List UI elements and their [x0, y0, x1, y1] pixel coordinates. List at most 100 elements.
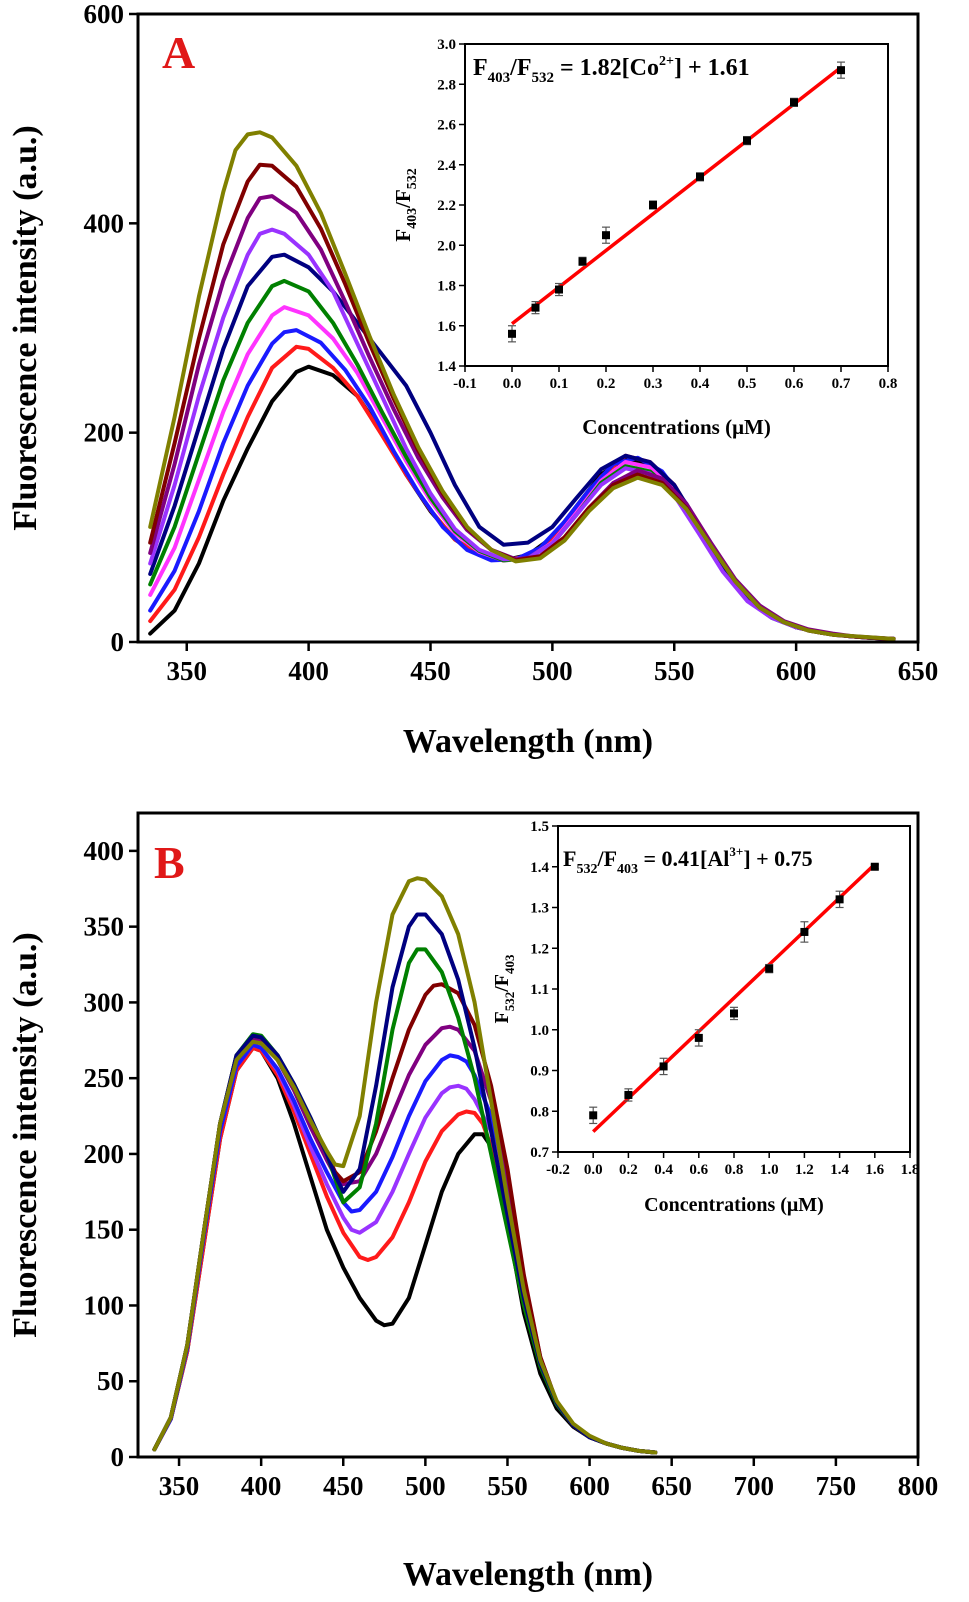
- panelB-x-tick-label: 450: [323, 1471, 364, 1501]
- panel-b-inset-x-axis-label: Concentrations (μM): [644, 1194, 824, 1216]
- panel-b-ticks: 350 400 450 500 550 600 650 700 750 800 0 50 100 150 2…: [84, 836, 939, 1501]
- insetB-x-tick-label: 0.4: [654, 1162, 673, 1178]
- panelA-x-tick-label: 350: [167, 656, 208, 686]
- yl-b-part-1: 532: [502, 992, 517, 1012]
- panel-a-x-axis-label: Wavelength (nm): [403, 723, 653, 760]
- eq-a-part-6: ] + 1.61: [674, 55, 750, 81]
- insetA-data-point: [555, 285, 563, 294]
- eq-a-part-3: 532: [532, 70, 555, 86]
- eq-b-part-4: = 0.41[Al: [638, 846, 729, 871]
- insetB-data-point: [800, 927, 809, 936]
- panelB-series-line-8: [152, 876, 658, 1455]
- panelA-y-tick-label: 200: [84, 418, 125, 448]
- insetA-x-tick-label: 0.7: [832, 376, 851, 392]
- panel-a: 350 400 450 500 550 600 650 0 200 400 600 A Wavele…: [7, 0, 938, 760]
- panel-b-inset: -0.2 0.0 0.2 0.4 0.6 0.8 1.0 1.2 1.4 1.6 1.8 0.7 0.8…: [491, 819, 919, 1216]
- insetB-data-point: [730, 1009, 738, 1018]
- panelB-y-tick-label: 100: [84, 1290, 125, 1320]
- insetA-y-tick-label: 2.0: [437, 238, 456, 254]
- panel-a-inset-plot-area: [508, 61, 845, 343]
- panel-a-inset: -0.1 0.0 0.1 0.2 0.3 0.4 0.5 0.6 0.7 0.8 1.4 1.6 1.8…: [391, 37, 897, 439]
- panelA-series-line-1: [148, 344, 896, 641]
- insetA-x-tick-label: -0.1: [453, 376, 477, 392]
- panelB-x-tick-label: 500: [405, 1471, 446, 1501]
- yl-a-part-0: F: [391, 229, 415, 242]
- panelB-y-tick-label: 300: [84, 987, 125, 1017]
- panelA-series-line-6: [148, 227, 896, 641]
- panelB-y-tick-label: 0: [111, 1442, 125, 1472]
- panelA-x-tick-label: 450: [410, 656, 451, 686]
- insetB-x-tick-label: -0.2: [546, 1162, 570, 1178]
- insetB-data-point: [589, 1111, 598, 1120]
- panelA-series-line-0: [148, 364, 896, 641]
- panel-b-inset-ticks: -0.2 0.0 0.2 0.4 0.6 0.8 1.0 1.2 1.4 1.6 1.8 0.7 0.8…: [530, 819, 919, 1178]
- panelB-x-tick-label: 700: [734, 1471, 775, 1501]
- panel-b-label: B: [154, 837, 185, 888]
- insetA-data-point: [531, 303, 540, 312]
- insetB-y-tick-label: 1.4: [530, 860, 549, 876]
- insetA-y-tick-label: 3.0: [437, 37, 456, 53]
- insetB-y-tick-label: 0.7: [530, 1145, 549, 1161]
- panelA-x-tick-label: 650: [898, 656, 939, 686]
- yl-a-part-3: 532: [405, 168, 420, 189]
- panelB-x-tick-label: 750: [816, 1471, 857, 1501]
- panelB-y-tick-label: 400: [84, 836, 125, 866]
- panel-b-y-axis-label: Fluorescence intensity (a.u.): [7, 932, 44, 1337]
- insetA-y-tick-label: 2.2: [437, 198, 456, 214]
- panelB-y-tick-label: 250: [84, 1063, 125, 1093]
- insetA-data-point: [790, 98, 798, 107]
- yl-a-part-1: 403: [405, 208, 420, 229]
- eq-a-part-5: 2+: [659, 54, 674, 69]
- insetA-data-point: [602, 231, 610, 240]
- panelB-y-tick-label: 150: [84, 1215, 125, 1245]
- panelA-x-tick-label: 550: [654, 656, 695, 686]
- panel-a-inset-equation: F403/F532 = 1.82[Co2+] + 1.61: [473, 54, 750, 86]
- insetA-data-point: [743, 136, 751, 145]
- insetB-y-tick-label: 1.0: [530, 1023, 549, 1039]
- insetB-y-tick-label: 1.5: [530, 819, 549, 835]
- panelB-y-tick-label: 350: [84, 912, 125, 942]
- panelA-x-tick-label: 600: [776, 656, 817, 686]
- panel-a-inset-ticks: -0.1 0.0 0.1 0.2 0.3 0.4 0.5 0.6 0.7 0.8 1.4 1.6 1.8…: [437, 37, 897, 392]
- insetB-data-point: [835, 895, 844, 904]
- panelB-x-tick-label: 650: [651, 1471, 692, 1501]
- eq-a-part-4: = 1.82[Co: [554, 55, 659, 81]
- panel-a-inset-x-axis-label: Concentrations (μM): [582, 415, 771, 439]
- insetA-x-tick-label: 0.3: [644, 376, 663, 392]
- insetA-data-point: [649, 201, 657, 209]
- eq-a-part-0: F: [473, 55, 488, 81]
- insetA-x-tick-label: 0.5: [738, 376, 757, 392]
- insetB-fit-line: [591, 863, 877, 1133]
- insetB-data-point: [659, 1062, 668, 1071]
- insetA-x-tick-label: 0.1: [550, 376, 569, 392]
- insetB-data-point: [694, 1033, 703, 1042]
- insetB-x-tick-label: 0.8: [725, 1162, 744, 1178]
- yl-b-part-2: /F: [491, 974, 513, 993]
- panelA-x-tick-label: 400: [288, 656, 329, 686]
- eq-b-part-1: 532: [576, 862, 597, 877]
- insetA-x-tick-label: 0.4: [691, 376, 710, 392]
- insetB-x-tick-label: 0.6: [689, 1162, 708, 1178]
- insetB-x-tick-label: 0.0: [584, 1162, 603, 1178]
- insetA-data-point: [696, 172, 704, 181]
- panel-a-y-axis-label: Fluorescence intensity (a.u.): [7, 125, 44, 530]
- insetB-x-tick-label: 1.6: [865, 1162, 884, 1178]
- insetB-y-tick-label: 0.9: [530, 1064, 549, 1080]
- panelB-y-tick-label: 200: [84, 1139, 125, 1169]
- panel-b-plot-area: [152, 876, 658, 1455]
- panel-b-inset-background: [558, 826, 910, 1152]
- insetB-data-point: [624, 1090, 633, 1099]
- insetB-x-tick-label: 0.2: [619, 1162, 638, 1178]
- insetB-data-point: [765, 964, 774, 973]
- insetA-data-point: [508, 329, 516, 338]
- insetB-y-tick-label: 0.8: [530, 1104, 549, 1120]
- insetA-data-point: [837, 66, 845, 75]
- eq-b-part-0: F: [563, 846, 576, 871]
- yl-b-part-3: 403: [502, 954, 517, 974]
- insetA-y-tick-label: 2.4: [437, 158, 456, 174]
- panelB-x-tick-label: 550: [487, 1471, 528, 1501]
- panel-b-x-axis-label: Wavelength (nm): [403, 1556, 653, 1593]
- insetA-x-tick-label: 0.2: [597, 376, 616, 392]
- eq-b-part-6: ] + 0.75: [743, 846, 812, 871]
- insetB-x-tick-label: 1.4: [830, 1162, 849, 1178]
